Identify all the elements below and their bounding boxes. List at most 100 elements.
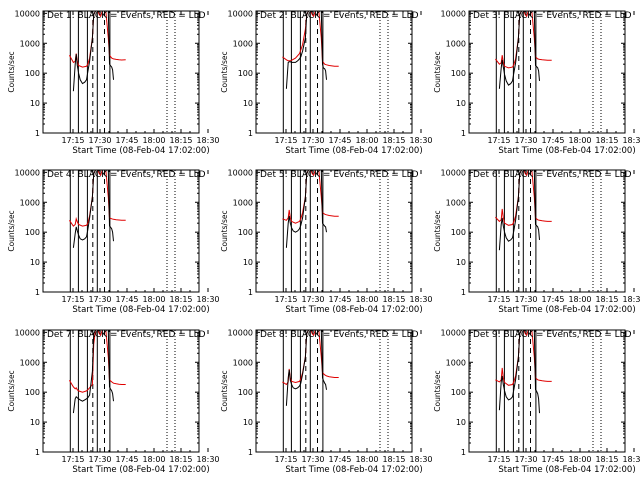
y-tick-label: 1 — [248, 288, 253, 297]
y-tick-label: 10000 — [441, 328, 466, 337]
x-tick-label: 18:15 — [169, 295, 192, 304]
plot-area — [495, 170, 602, 292]
y-axis-label: Counts/sec — [220, 210, 229, 251]
panel-title: Det 7: BLACK = Events, RED = LLD — [47, 330, 206, 340]
y-tick-label: 100 — [25, 69, 40, 78]
x-tick-label: 17:15 — [61, 455, 84, 464]
x-axis-label: Start Time (08-Feb-04 17:02:00) — [72, 305, 209, 315]
y-tick-label: 100 — [25, 388, 40, 397]
y-tick-label: 10000 — [15, 168, 40, 177]
y-tick-label: 10000 — [441, 9, 466, 18]
series-line-events — [72, 170, 114, 248]
x-axis-label: Start Time (08-Feb-04 17:02:00) — [498, 146, 635, 156]
x-tick-label: 18:00 — [355, 295, 378, 304]
x-tick-label: 18:30 — [196, 136, 219, 145]
x-tick-label: 17:15 — [274, 136, 297, 145]
x-tick-label: 18:00 — [355, 136, 378, 145]
x-tick-label: 17:45 — [115, 295, 138, 304]
x-tick-label: 17:30 — [514, 295, 537, 304]
x-tick-label: 18:30 — [196, 295, 219, 304]
y-tick-label: 100 — [451, 228, 466, 237]
y-tick-label: 1 — [248, 448, 253, 457]
x-tick-label: 18:15 — [169, 455, 192, 464]
x-tick-label: 17:45 — [541, 136, 564, 145]
plot-frame — [468, 329, 626, 453]
x-tick-label: 17:30 — [301, 295, 324, 304]
y-tick-label: 1000 — [233, 39, 253, 48]
x-axis-label: Start Time (08-Feb-04 17:02:00) — [72, 465, 209, 475]
x-tick-label: 18:30 — [409, 136, 432, 145]
plot-area — [495, 330, 602, 452]
series-line-lld — [68, 11, 126, 68]
x-tick-label: 18:00 — [142, 136, 165, 145]
y-tick-label: 100 — [25, 228, 40, 237]
series-line-lld — [68, 170, 126, 227]
x-tick-label: 17:45 — [328, 136, 351, 145]
plot-frame — [42, 10, 200, 134]
x-tick-label: 18:30 — [622, 136, 640, 145]
y-tick-label: 1000 — [233, 198, 253, 207]
x-tick-label: 17:15 — [61, 136, 84, 145]
y-tick-label: 10 — [30, 258, 40, 267]
x-tick-label: 18:30 — [622, 455, 640, 464]
x-tick-label: 18:00 — [142, 295, 165, 304]
detector-panel: 1 10 100 1000 10000 17:15 17:30 17:45 18:00 18:15… — [433, 9, 640, 156]
y-tick-label: 10000 — [15, 328, 40, 337]
x-tick-label: 17:45 — [115, 136, 138, 145]
series-line-lld — [495, 330, 552, 386]
y-tick-label: 10 — [30, 99, 40, 108]
x-tick-label: 17:15 — [487, 136, 510, 145]
plot-area — [282, 11, 389, 133]
y-tick-label: 10000 — [228, 9, 253, 18]
series-line-events — [498, 11, 540, 89]
panel-title: Det 1: BLACK = Events, RED = LLD — [47, 11, 206, 21]
y-tick-label: 1000 — [20, 358, 40, 367]
x-tick-label: 17:45 — [328, 295, 351, 304]
panel-title: Det 3: BLACK = Events, RED = LLD — [473, 11, 632, 21]
x-axis-label: Start Time (08-Feb-04 17:02:00) — [285, 146, 422, 156]
y-tick-label: 1000 — [20, 198, 40, 207]
x-tick-label: 18:30 — [409, 295, 432, 304]
y-tick-label: 10000 — [228, 328, 253, 337]
y-axis-label: Counts/sec — [220, 370, 229, 411]
series-line-lld — [282, 170, 339, 224]
detector-panel: 1 10 100 1000 10000 17:15 17:30 17:45 18:00 18:15… — [7, 9, 220, 156]
x-tick-label: 18:00 — [142, 455, 165, 464]
y-axis-label: Counts/sec — [433, 210, 442, 251]
y-tick-label: 1000 — [446, 39, 466, 48]
y-tick-label: 10000 — [441, 168, 466, 177]
x-tick-label: 18:15 — [595, 295, 618, 304]
x-tick-label: 18:15 — [169, 136, 192, 145]
y-tick-label: 10 — [243, 258, 253, 267]
x-axis-label: Start Time (08-Feb-04 17:02:00) — [72, 146, 209, 156]
y-tick-label: 10000 — [228, 168, 253, 177]
series-line-events — [72, 330, 114, 414]
panel-title: Det 4: BLACK = Events, RED = LLD — [47, 170, 206, 180]
plot-area — [282, 330, 389, 452]
y-tick-label: 1 — [248, 129, 253, 138]
x-tick-label: 17:45 — [115, 455, 138, 464]
y-axis-label: Counts/sec — [220, 51, 229, 92]
x-tick-label: 18:15 — [382, 136, 405, 145]
y-axis-label: Counts/sec — [433, 370, 442, 411]
detector-panel: 1 10 100 1000 10000 17:15 17:30 17:45 18:00 18:15… — [220, 168, 433, 315]
series-line-lld — [68, 330, 126, 393]
x-axis-label: Start Time (08-Feb-04 17:02:00) — [498, 465, 635, 475]
x-axis-label: Start Time (08-Feb-04 17:02:00) — [285, 305, 422, 315]
series-line-events — [285, 170, 327, 248]
plot-frame — [255, 329, 413, 453]
x-tick-label: 17:30 — [301, 136, 324, 145]
x-tick-label: 17:30 — [88, 455, 111, 464]
series-line-events — [285, 11, 327, 89]
plot-frame — [42, 169, 200, 293]
x-tick-label: 18:30 — [622, 295, 640, 304]
y-axis-label: Counts/sec — [7, 51, 16, 92]
y-tick-label: 10 — [30, 418, 40, 427]
x-tick-label: 17:45 — [541, 455, 564, 464]
series-line-events — [498, 330, 540, 414]
x-axis-label: Start Time (08-Feb-04 17:02:00) — [285, 465, 422, 475]
plot-area — [282, 170, 389, 292]
plot-area — [495, 11, 602, 133]
detector-panel: 1 10 100 1000 10000 17:15 17:30 17:45 18:00 18:15… — [7, 328, 220, 475]
y-tick-label: 100 — [238, 228, 253, 237]
